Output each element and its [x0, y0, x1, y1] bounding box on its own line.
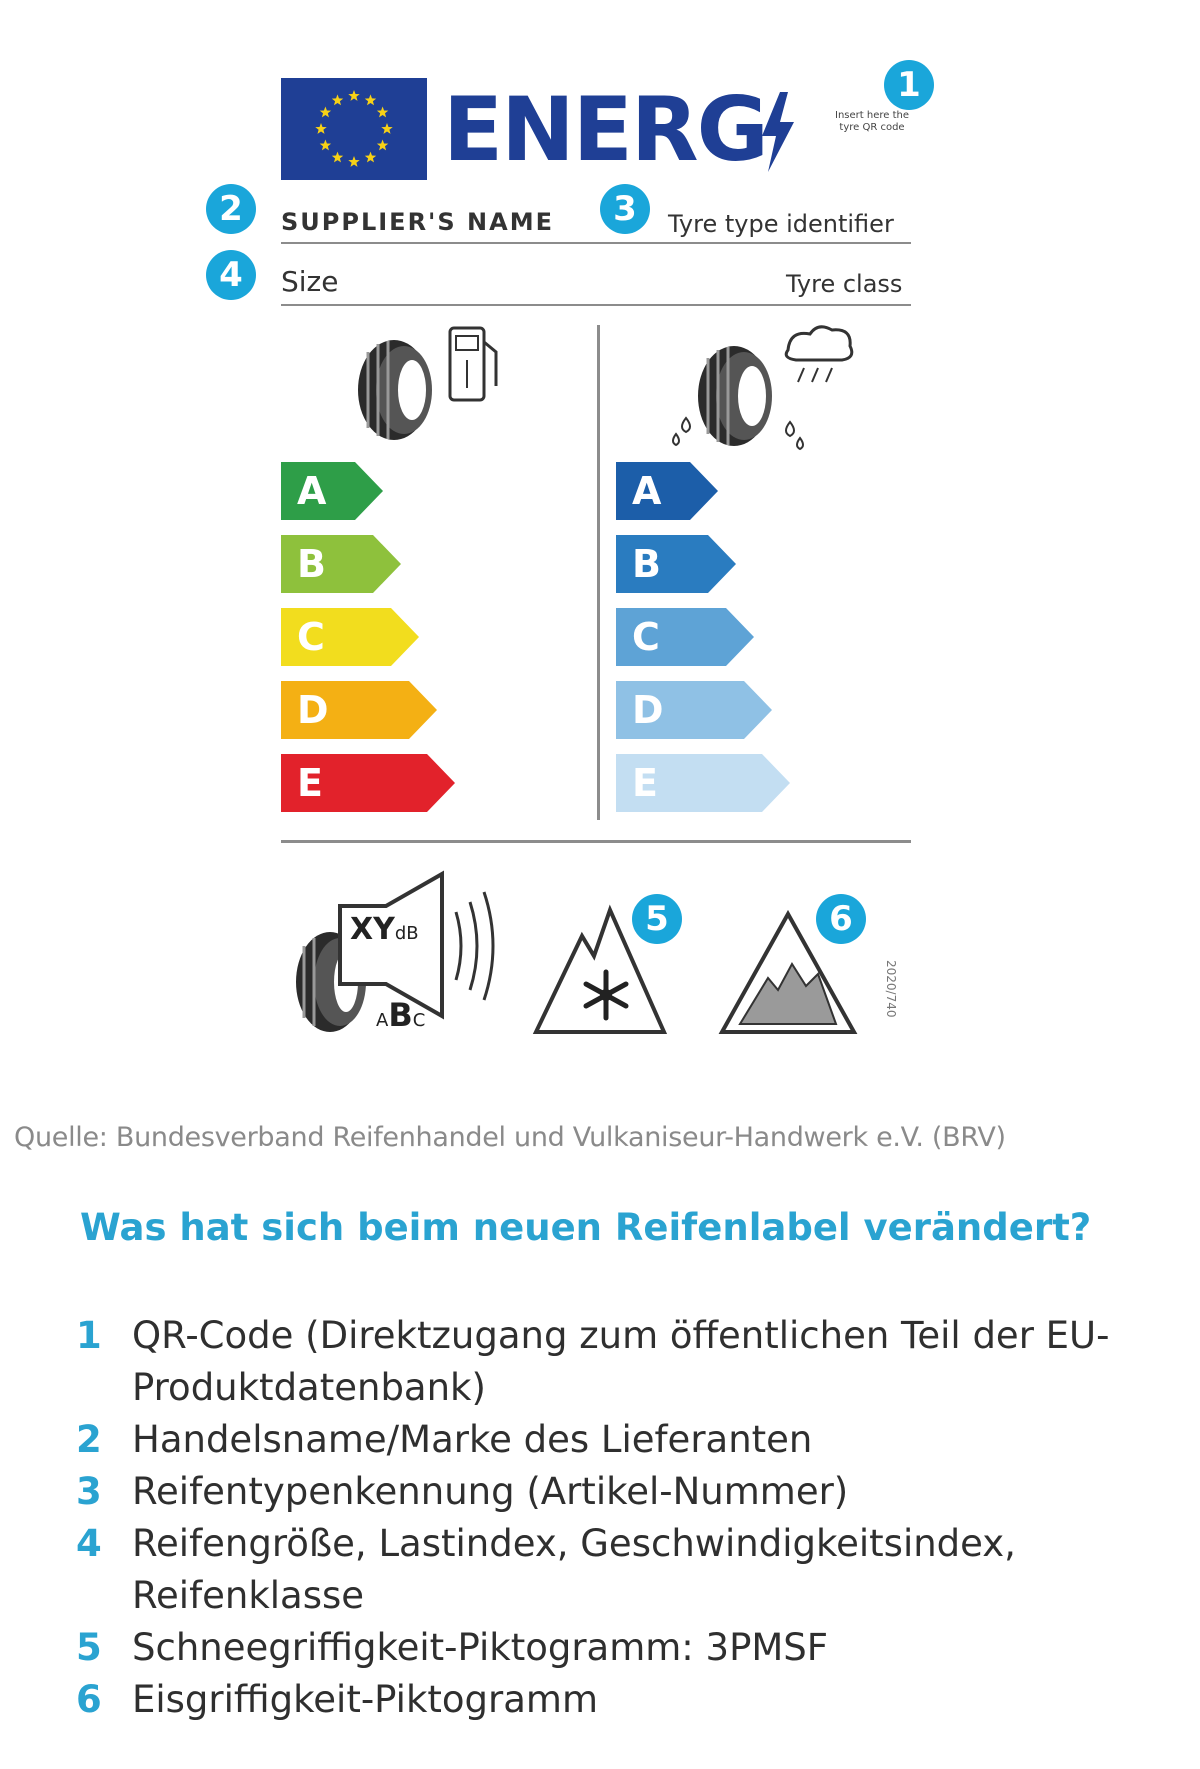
tyre-type-identifier: Tyre type identifier [668, 210, 894, 238]
wet-grade-letter: A [632, 469, 662, 513]
wet-grip-icon [672, 325, 854, 451]
fuel-grade-letter: E [297, 761, 323, 805]
noise-icon [296, 870, 495, 1032]
scale-divider [597, 325, 600, 820]
legend-item: 4 Reifengröße, Lastindex, Geschwindigkeit… [76, 1518, 1166, 1622]
legend-item: 5 Schneegriffigkeit-Piktogramm: 3PMSF [76, 1622, 1166, 1674]
eu-star [331, 94, 344, 106]
fuel-grade-b: B [281, 535, 401, 593]
noise-class-b: B [388, 996, 413, 1034]
eu-star [348, 90, 360, 101]
wet-grade-letter: D [632, 688, 664, 732]
noise-value-text: XY [350, 912, 395, 947]
wet-grade-c: C [616, 608, 754, 666]
noise-value: XYdB [350, 912, 419, 947]
legend-number: 4 [76, 1522, 102, 1565]
badge-4: 4 [206, 250, 256, 300]
legend-number: 2 [76, 1418, 102, 1461]
fuel-grade-a: A [281, 462, 383, 520]
eu-star [319, 106, 332, 118]
fuel-grade-letter: A [297, 469, 327, 513]
source-credit: Quelle: Bundesverband Reifenhandel und V… [14, 1122, 1006, 1153]
fuel-grade-c: C [281, 608, 419, 666]
wet-grade-letter: B [632, 542, 661, 586]
noise-class-c: C [412, 1010, 426, 1031]
badge-3: 3 [600, 184, 650, 234]
divider-bottom [281, 840, 911, 843]
legend-number: 1 [76, 1314, 102, 1357]
wet-grade-letter: E [632, 761, 658, 805]
eu-flag [281, 78, 427, 180]
legend-item: 2 Handelsname/Marke des Lieferanten [76, 1414, 1166, 1466]
eu-stars-icon [315, 90, 393, 167]
badge-1: 1 [884, 60, 934, 110]
divider-size [281, 304, 911, 306]
eu-star [348, 156, 360, 167]
eu-star [364, 94, 377, 106]
energy-title: ENERG [443, 78, 769, 181]
noise-classes: ABC [376, 996, 425, 1034]
eu-star [315, 123, 327, 134]
legend-text: Schneegriffigkeit-Piktogramm: 3PMSF [132, 1626, 829, 1669]
eu-star [331, 151, 344, 163]
legend-item: 3 Reifentypenkennung (Artikel-Nummer) [76, 1466, 1166, 1518]
size-label: Size [281, 265, 339, 298]
eu-star [376, 139, 389, 151]
badge-6: 6 [816, 894, 866, 944]
noise-class-a: A [376, 1010, 389, 1031]
fuel-grade-letter: C [297, 615, 325, 659]
section-heading: Was hat sich beim neuen Reifenlabel verä… [80, 1206, 1092, 1249]
badge-2: 2 [206, 184, 256, 234]
legend-text: Reifentypenkennung (Artikel-Nummer) [132, 1470, 849, 1513]
wet-grade-b: B [616, 535, 736, 593]
ice-grip-icon [718, 909, 858, 1034]
wet-grade-d: D [616, 681, 772, 739]
wet-grade-e: E [616, 754, 790, 812]
wet-grade-letter: C [632, 615, 660, 659]
legend-item: 1 QR-Code (Direktzugang zum öffentlichen … [76, 1310, 1166, 1414]
legend-text: Reifengröße, Lastindex, Geschwindigkeits… [132, 1522, 1016, 1617]
fuel-grade-letter: D [297, 688, 329, 732]
regulation-code: 2020/740 [884, 960, 898, 1018]
noise-unit: dB [394, 923, 419, 944]
fuel-grade-letter: B [297, 542, 326, 586]
lightning-bolt-icon [762, 92, 794, 172]
tyre-class-label: Tyre class [786, 270, 903, 298]
supplier-name: SUPPLIER'S NAME [281, 208, 554, 236]
qr-code-placeholder-note: Insert here the tyre QR code [835, 110, 909, 133]
wet-grade-a: A [616, 462, 718, 520]
legend-text: QR-Code (Direktzugang zum öffentlichen T… [132, 1314, 1110, 1409]
badge-5: 5 [632, 894, 682, 944]
legend-number: 3 [76, 1470, 102, 1513]
fuel-grade-d: D [281, 681, 437, 739]
fuel-efficiency-icon [358, 326, 498, 440]
eu-star [376, 106, 389, 118]
3pmsf-snow-icon [532, 904, 668, 1034]
legend-text: Handelsname/Marke des Lieferanten [132, 1418, 813, 1461]
legend-number: 5 [76, 1626, 102, 1669]
divider-supplier [281, 242, 911, 244]
legend-text: Eisgriffigkeit-Piktogramm [132, 1678, 598, 1721]
legend-item: 6 Eisgriffigkeit-Piktogramm [76, 1674, 1166, 1726]
legend-list: 1 QR-Code (Direktzugang zum öffentlichen … [76, 1310, 1166, 1726]
legend-number: 6 [76, 1678, 102, 1721]
eu-star [319, 139, 332, 151]
eu-star [364, 151, 377, 163]
fuel-grade-e: E [281, 754, 455, 812]
eu-star [381, 123, 393, 134]
